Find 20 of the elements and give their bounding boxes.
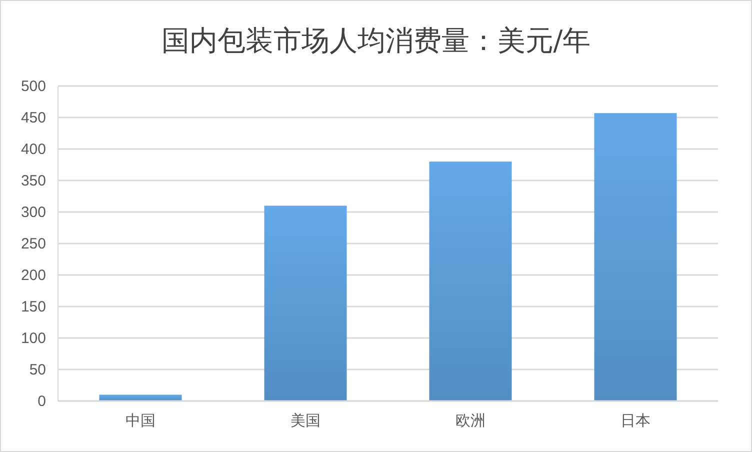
y-tick-label: 100 xyxy=(20,330,46,347)
y-tick-label: 0 xyxy=(38,392,46,410)
y-tick-label: 500 xyxy=(20,78,46,95)
x-tick-label: 日本 xyxy=(620,412,650,430)
y-tick-label: 150 xyxy=(20,298,46,316)
bar xyxy=(429,162,512,401)
y-tick-label: 50 xyxy=(29,361,46,378)
x-tick-label: 美国 xyxy=(290,412,320,430)
x-tick-label: 中国 xyxy=(126,412,156,430)
bar xyxy=(264,206,347,401)
x-tick-label: 欧洲 xyxy=(456,412,486,430)
bar xyxy=(99,394,182,401)
y-tick-label: 200 xyxy=(20,266,46,284)
y-tick-label: 350 xyxy=(20,172,46,190)
y-tick-label: 250 xyxy=(20,235,46,252)
y-tick-label: 300 xyxy=(20,204,46,221)
chart-title: 国内包装市场人均消费量：美元/年 xyxy=(161,24,591,57)
y-tick-label: 450 xyxy=(20,109,46,126)
y-tick-label: 400 xyxy=(20,140,46,158)
bar xyxy=(594,113,677,401)
